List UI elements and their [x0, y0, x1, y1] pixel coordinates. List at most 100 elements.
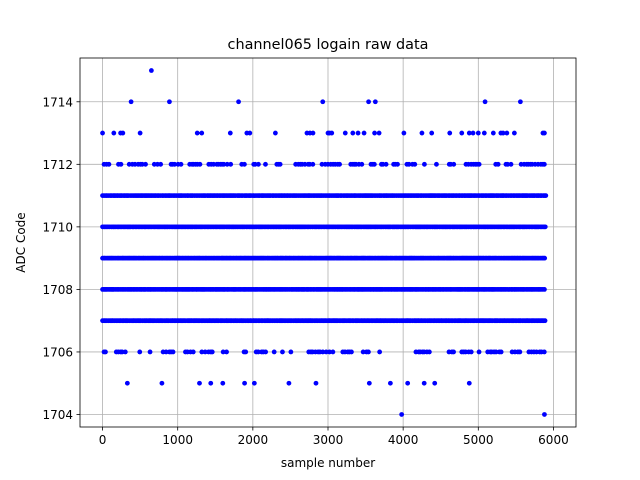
y-tick-label: 1714	[42, 95, 73, 109]
data-point	[498, 349, 504, 355]
x-tick-label: 3000	[313, 433, 344, 447]
data-point	[419, 130, 425, 136]
data-point	[412, 161, 418, 167]
y-tick-label: 1710	[42, 220, 73, 234]
data-point	[122, 349, 128, 355]
data-point	[280, 349, 285, 355]
data-point	[158, 161, 164, 167]
data-point	[468, 349, 474, 355]
data-point	[251, 380, 257, 386]
data-point	[542, 255, 548, 261]
data-point	[429, 130, 435, 136]
data-point	[255, 349, 261, 355]
data-point	[371, 161, 377, 167]
data-point	[167, 99, 172, 105]
x-tick-label: 1000	[162, 433, 193, 447]
data-point	[490, 130, 496, 136]
data-point	[372, 130, 377, 136]
data-point	[286, 380, 292, 386]
data-point	[395, 161, 400, 167]
data-point	[120, 130, 126, 136]
data-point	[426, 349, 432, 355]
data-point	[359, 161, 365, 167]
data-point	[272, 130, 278, 136]
axis-ticks: 0 1000 2000 3000 4000 5000 6000 1704 1706 1708 171…	[42, 95, 568, 447]
data-point	[366, 99, 371, 105]
data-point	[517, 99, 523, 105]
data-point	[197, 161, 203, 167]
data-point	[422, 161, 427, 167]
data-point	[511, 130, 517, 136]
data-point	[399, 412, 405, 417]
data-point	[500, 130, 506, 136]
y-tick-label: 1706	[42, 345, 73, 359]
data-point	[476, 349, 482, 355]
data-point	[542, 287, 547, 292]
data-point	[242, 380, 247, 386]
data-point	[106, 161, 112, 167]
data-point	[508, 161, 514, 167]
grid-layer	[80, 58, 576, 427]
data-point	[323, 349, 329, 355]
data-point	[360, 349, 366, 355]
data-point	[271, 349, 277, 355]
data-point	[475, 130, 481, 136]
data-point	[320, 99, 326, 105]
data-point	[143, 161, 148, 167]
y-tick-label: 1708	[42, 283, 73, 297]
data-points	[100, 68, 549, 417]
data-point	[320, 349, 326, 355]
data-point	[372, 99, 378, 105]
data-point	[350, 130, 356, 136]
data-point	[209, 349, 215, 355]
data-point	[228, 161, 234, 167]
data-point	[263, 161, 268, 167]
data-point	[330, 349, 336, 355]
x-axis-label: sample number	[281, 456, 375, 470]
data-point	[495, 161, 501, 167]
data-point	[349, 349, 354, 355]
data-point	[542, 130, 547, 136]
data-point	[451, 349, 456, 355]
data-point	[148, 68, 154, 73]
y-tick-label: 1704	[42, 408, 73, 422]
data-point	[128, 99, 134, 105]
data-point	[247, 130, 253, 136]
data-point	[263, 349, 269, 355]
data-point	[159, 380, 165, 386]
data-point	[313, 380, 319, 386]
x-tick-label: 0	[99, 433, 107, 447]
data-point	[387, 380, 393, 386]
data-point	[542, 318, 548, 324]
x-tick-label: 4000	[388, 433, 419, 447]
data-point	[466, 380, 472, 386]
data-point	[541, 349, 547, 355]
data-point	[147, 349, 153, 355]
data-point	[202, 349, 208, 355]
data-point	[243, 349, 249, 355]
data-point	[434, 161, 439, 167]
x-tick-label: 5000	[463, 433, 494, 447]
data-point	[199, 349, 205, 355]
data-point	[355, 130, 361, 136]
data-point	[118, 161, 124, 167]
data-point	[227, 130, 233, 136]
data-point	[517, 349, 523, 355]
data-point	[103, 349, 108, 355]
data-point	[504, 130, 510, 136]
data-point	[220, 349, 226, 355]
chart-title: channel065 logain raw data	[228, 37, 429, 53]
y-tick-label: 1712	[42, 158, 73, 172]
data-point	[329, 130, 335, 136]
data-point	[542, 224, 548, 230]
data-point	[493, 349, 499, 355]
data-point	[406, 161, 412, 167]
data-point	[327, 349, 332, 355]
data-point	[505, 161, 511, 167]
data-point	[100, 130, 105, 136]
data-point	[124, 380, 130, 386]
data-point	[224, 161, 230, 167]
data-point	[199, 130, 205, 136]
data-point	[337, 161, 342, 167]
